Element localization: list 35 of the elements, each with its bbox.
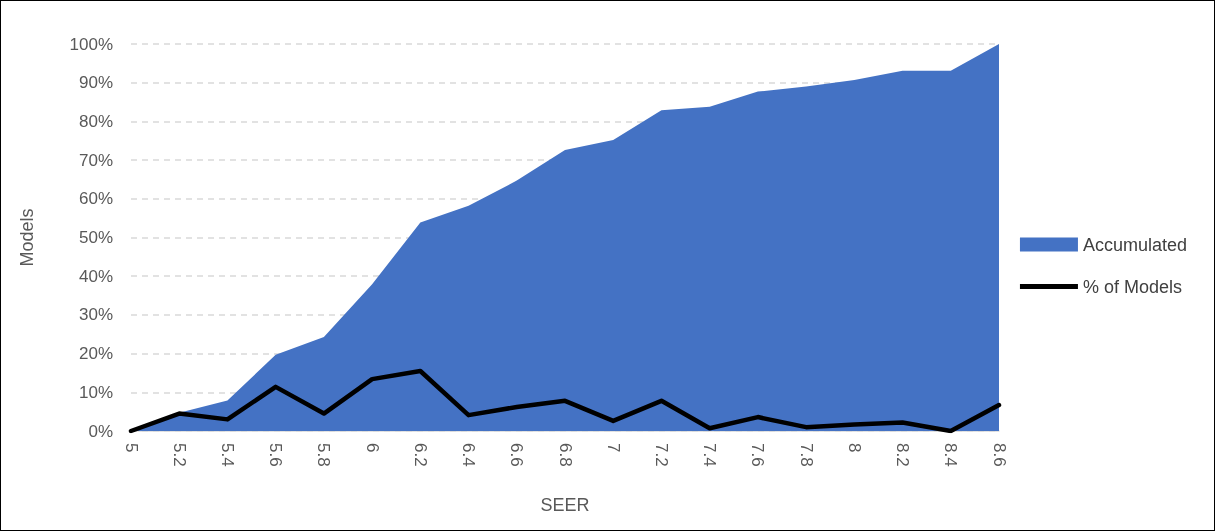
y-tick-label: 10% <box>78 382 113 402</box>
y-tick-label: 60% <box>78 189 113 209</box>
x-tick-label: 6.2 <box>410 443 430 467</box>
x-tick-label: 5.2 <box>169 443 189 467</box>
y-tick-label: 0% <box>88 421 113 441</box>
x-tick-label: 6.4 <box>459 443 479 467</box>
legend-label: % of Models <box>1082 276 1182 297</box>
y-tick-label: 90% <box>78 73 113 93</box>
x-axis-title: SEER <box>540 495 590 515</box>
y-tick-label: 50% <box>78 228 113 247</box>
x-tick-label: 8 <box>844 443 864 453</box>
y-tick-label: 70% <box>78 150 113 170</box>
legend-label: Accumulated <box>1082 234 1188 255</box>
y-tick-label: 100% <box>69 34 113 54</box>
x-tick-label: 8.4 <box>941 443 961 467</box>
x-tick-label: 5 <box>121 443 141 453</box>
x-tick-label: 5.6 <box>266 443 286 467</box>
x-tick-label: 8.2 <box>893 443 913 467</box>
x-tick-label: 7 <box>603 443 623 453</box>
x-tick-label: 7.4 <box>700 443 720 467</box>
line-series <box>128 368 1002 434</box>
x-tick-label: 7.6 <box>748 443 768 467</box>
x-tick-label: 5.4 <box>217 443 237 467</box>
x-tick-label: 7.8 <box>796 443 816 467</box>
x-tick-label: 6 <box>362 443 382 453</box>
y-axis-title: Models <box>17 208 37 267</box>
x-tick-label: 6.6 <box>507 443 527 467</box>
y-tick-label: 80% <box>78 111 113 131</box>
y-tick-label: 30% <box>78 305 113 325</box>
x-tick-label: 8.6 <box>989 443 1009 467</box>
x-tick-label: 5.8 <box>314 443 334 467</box>
x-tick-label: 6.8 <box>555 443 575 467</box>
y-tick-label: 20% <box>78 344 113 364</box>
y-tick-label: 40% <box>78 266 113 286</box>
x-tick-label: 7.2 <box>651 443 671 467</box>
